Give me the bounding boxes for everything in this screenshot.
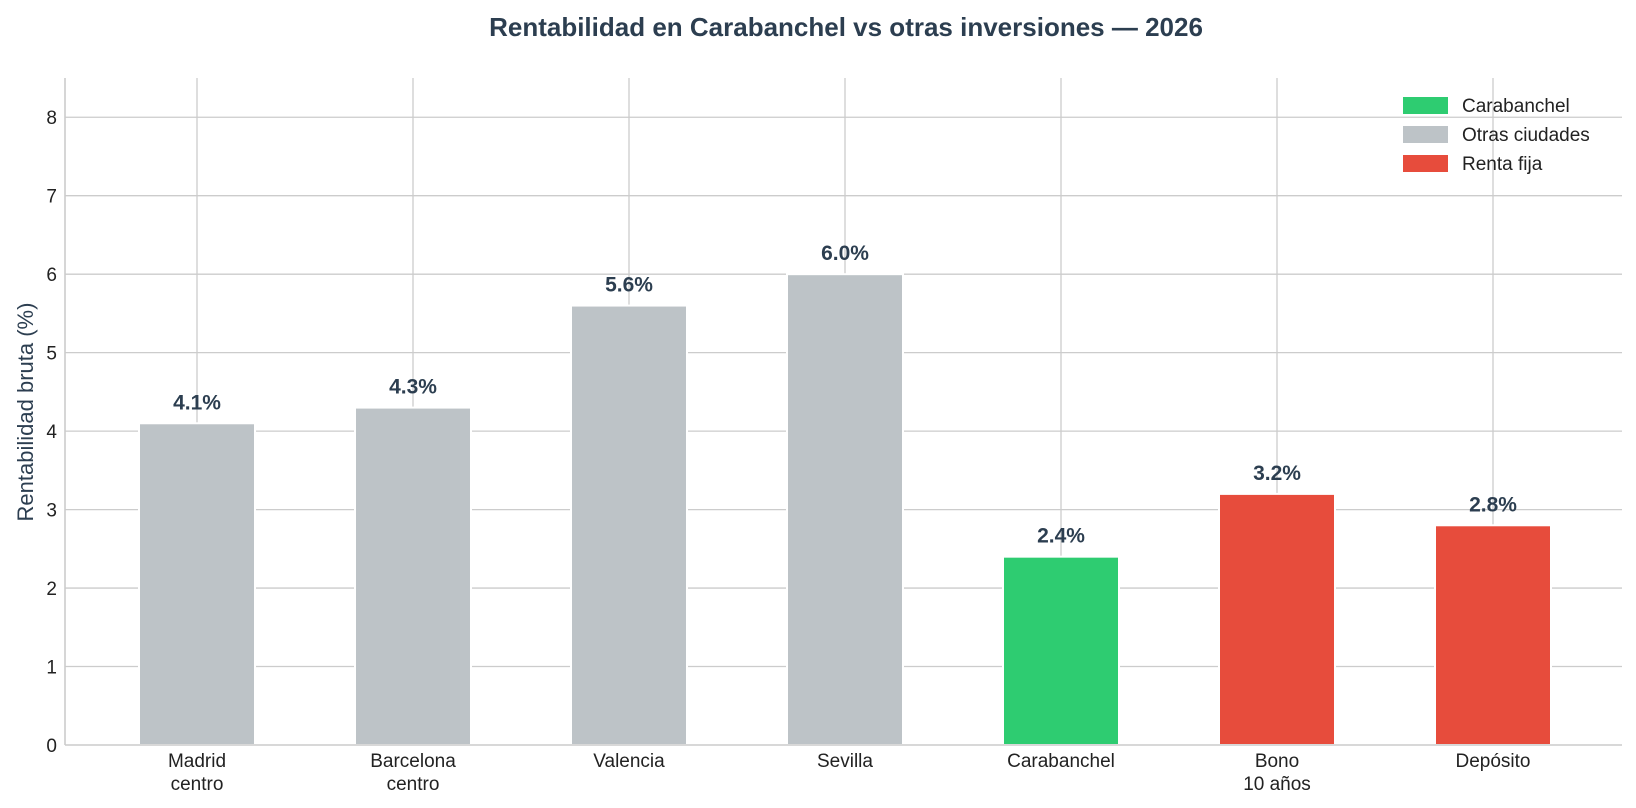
bar-value-label: 2.8% [1469,493,1517,516]
labels: 0123456784.1%Madridcentro4.3%Barcelonace… [46,108,1530,795]
legend-label: Renta fija [1462,154,1543,175]
x-tick-label: Madrid [168,751,226,772]
bar-value-label: 3.2% [1253,462,1301,485]
x-tick-label: Valencia [593,751,665,772]
y-tick-label: 4 [46,422,57,443]
x-tick-label: 10 años [1243,774,1311,795]
bar [1218,492,1336,746]
bar-value-label: 4.3% [389,376,437,399]
bar [1434,524,1552,746]
bar-value-label: 2.4% [1037,525,1085,548]
bar-value-label: 4.1% [173,391,221,414]
legend-label: Otras ciudades [1462,125,1590,146]
y-tick-label: 6 [46,265,57,286]
chart-title: Rentabilidad en Carabanchel vs otras inv… [489,12,1203,42]
y-tick-label: 0 [46,736,57,757]
bars [138,273,1552,746]
y-tick-label: 8 [46,108,57,129]
bar [786,273,904,746]
legend-swatch [1403,155,1448,172]
bar [354,406,472,746]
legend-swatch [1403,126,1448,143]
y-tick-label: 7 [46,187,57,208]
x-tick-label: Depósito [1456,751,1531,772]
y-axis-label: Rentabilidad bruta (%) [13,303,38,522]
x-tick-label: Bono [1255,751,1299,772]
x-tick-label: Sevilla [817,751,873,772]
bar-value-label: 6.0% [821,242,869,265]
legend-swatch [1403,97,1448,114]
x-tick-label: Carabanchel [1007,751,1115,772]
y-tick-label: 5 [46,344,57,365]
x-tick-label: centro [171,774,224,795]
x-tick-label: Barcelona [370,751,456,772]
bar-value-label: 5.6% [605,274,653,297]
y-tick-label: 3 [46,501,57,522]
legend-label: Carabanchel [1462,96,1570,117]
bar [138,422,256,746]
y-tick-label: 2 [46,579,57,600]
y-tick-label: 1 [46,658,57,679]
x-tick-label: centro [387,774,440,795]
bar [1002,555,1120,746]
legend: Carabanchel Otras ciudades Renta fija [1403,96,1590,175]
axes [64,78,1622,746]
bar [570,304,688,746]
